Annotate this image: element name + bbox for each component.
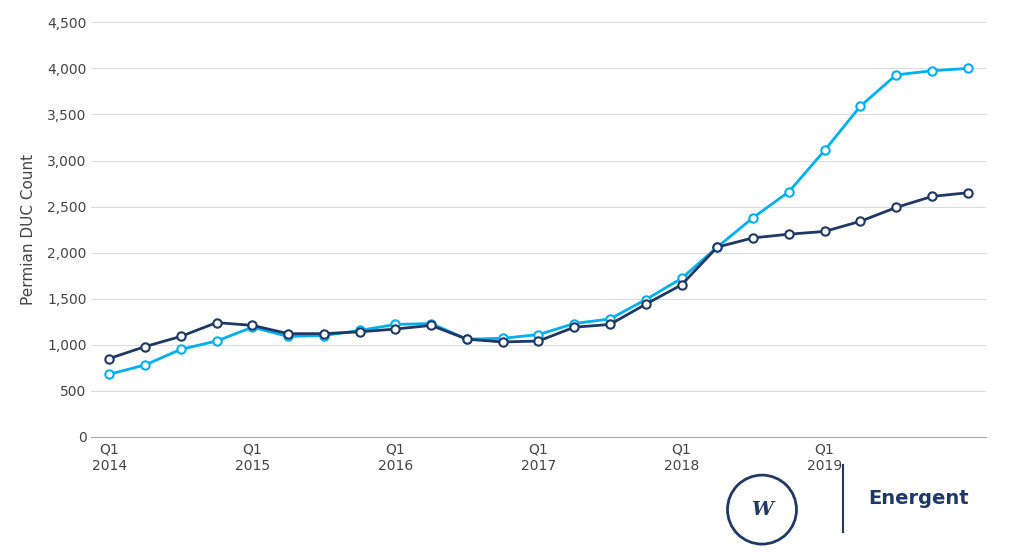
Westwood	[640, 301, 652, 307]
Westwood	[711, 244, 723, 250]
Westwood	[747, 235, 759, 241]
EIA	[819, 147, 831, 154]
EIA	[711, 244, 723, 250]
EIA	[747, 214, 759, 221]
EIA	[961, 65, 973, 72]
Westwood	[282, 330, 295, 337]
Westwood	[604, 321, 616, 328]
Text: W: W	[751, 501, 773, 519]
Text: Energent: Energent	[869, 489, 969, 508]
EIA	[676, 275, 688, 282]
EIA	[461, 336, 473, 343]
EIA	[926, 67, 938, 74]
EIA	[389, 321, 401, 328]
EIA	[854, 103, 867, 110]
EIA	[532, 331, 545, 338]
EIA	[640, 296, 652, 303]
EIA	[782, 189, 795, 195]
Westwood	[175, 333, 187, 340]
Westwood	[961, 189, 973, 196]
Westwood	[104, 355, 116, 362]
EIA	[497, 335, 509, 342]
Westwood	[461, 336, 473, 343]
EIA	[425, 320, 437, 327]
Line: EIA: EIA	[105, 64, 972, 379]
Y-axis label: Permian DUC Count: Permian DUC Count	[21, 154, 36, 305]
EIA	[139, 362, 151, 368]
EIA	[104, 371, 116, 377]
EIA	[318, 332, 330, 339]
Westwood	[854, 218, 867, 225]
EIA	[210, 338, 223, 344]
EIA	[890, 72, 902, 78]
EIA	[246, 324, 258, 330]
Westwood	[354, 329, 366, 335]
Line: Westwood: Westwood	[105, 189, 972, 363]
EIA	[282, 333, 295, 340]
Westwood	[782, 231, 795, 237]
Westwood	[497, 339, 509, 346]
Westwood	[532, 338, 545, 344]
Westwood	[318, 330, 330, 337]
Westwood	[819, 228, 831, 235]
Westwood	[926, 193, 938, 200]
EIA	[604, 316, 616, 323]
Westwood	[568, 324, 580, 330]
EIA	[354, 327, 366, 334]
Westwood	[139, 343, 151, 350]
EIA	[175, 346, 187, 353]
Westwood	[425, 322, 437, 329]
Westwood	[890, 204, 902, 211]
Westwood	[246, 322, 258, 329]
EIA	[568, 320, 580, 327]
Westwood	[210, 319, 223, 326]
Westwood	[389, 326, 401, 333]
Westwood	[676, 282, 688, 288]
